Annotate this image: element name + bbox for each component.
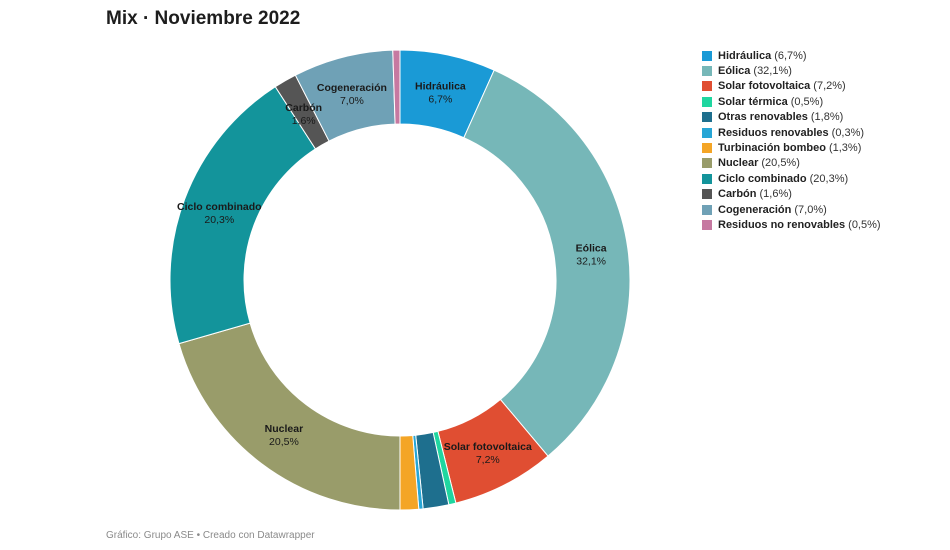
legend-value: (20,5%) (761, 157, 800, 170)
legend-value: (1,6%) (759, 188, 792, 201)
slice-label-hidraulica: Hidráulica 6,7% (415, 80, 466, 105)
legend-label: Turbinación bombeo (718, 142, 826, 155)
legend-swatch (702, 219, 712, 230)
legend-item-hidraulica[interactable]: Hidráulica (6,7%) (702, 48, 881, 63)
legend-label: Cogeneración (718, 203, 792, 216)
legend-label: Otras renovables (718, 111, 808, 124)
legend-item-cogeneracion[interactable]: Cogeneración (7,0%) (702, 202, 881, 217)
slice-label-solar-fotovoltaica: Solar fotovoltaica 7,2% (444, 441, 532, 466)
legend-value: (1,8%) (810, 111, 844, 124)
legend-swatch (702, 81, 712, 92)
chart-title: Mix · Noviembre 2022 (106, 8, 301, 29)
legend-swatch (702, 127, 712, 138)
legend-swatch (702, 204, 712, 215)
legend-label: Residuos renovables (718, 126, 829, 139)
legend-label: Ciclo combinado (718, 172, 807, 185)
slice-label-eolica: Eólica 32,1% (576, 242, 607, 267)
legend-label: Residuos no renovables (718, 218, 846, 231)
slice-label-cogeneracion: Cogeneración 7,0% (317, 82, 387, 107)
legend-swatch (702, 143, 712, 154)
legend-label: Solar fotovoltaica (718, 80, 811, 93)
legend-item-solar-termica[interactable]: Solar térmica (0,5%) (702, 94, 881, 109)
legend-item-residuos-renovables[interactable]: Residuos renovables (0,3%) (702, 125, 881, 140)
legend-item-residuos-no-renovables[interactable]: Residuos no renovables (0,5%) (702, 217, 881, 232)
slice-label-carbon: Carbón 1,6% (285, 102, 322, 127)
slice-eolica[interactable] (463, 69, 631, 457)
legend-value: (32,1%) (753, 65, 792, 78)
chart-footer: Gráfico: Grupo ASE • Creado con Datawrap… (106, 530, 315, 541)
legend-swatch (702, 158, 712, 169)
slice-label-ciclo-combinado: Ciclo combinado 20,3% (177, 201, 262, 226)
legend-item-carbon[interactable]: Carbón (1,6%) (702, 187, 881, 202)
legend-label: Nuclear (718, 157, 759, 170)
legend-item-solar-fotovoltaica[interactable]: Solar fotovoltaica (7,2%) (702, 79, 881, 94)
legend-swatch (702, 173, 712, 184)
legend-label: Solar térmica (718, 95, 788, 108)
legend-swatch (702, 112, 712, 123)
legend-item-ciclo-combinado[interactable]: Ciclo combinado (20,3%) (702, 171, 881, 186)
legend-item-eolica[interactable]: Eólica (32,1%) (702, 63, 881, 78)
legend-value: (0,5%) (848, 218, 881, 231)
legend-value: (6,7%) (774, 49, 807, 62)
legend-value: (0,3%) (831, 126, 865, 139)
slice-label-nuclear: Nuclear 20,5% (265, 423, 304, 448)
slice-nuclear[interactable] (178, 322, 401, 511)
legend-value: (7,2%) (813, 80, 846, 93)
slice-residuos-no-renovables[interactable] (392, 49, 401, 125)
legend-value: (0,5%) (790, 95, 824, 108)
legend-item-turbinacion-bombeo[interactable]: Turbinación bombeo (1,3%) (702, 140, 881, 155)
legend-item-otras-renovables[interactable]: Otras renovables (1,8%) (702, 110, 881, 125)
legend-value: (20,3%) (809, 172, 849, 185)
legend-label: Hidráulica (718, 49, 772, 62)
legend-item-nuclear[interactable]: Nuclear (20,5%) (702, 156, 881, 171)
legend-label: Carbón (718, 188, 757, 201)
legend-value: (7,0%) (794, 203, 827, 216)
legend-label: Eólica (718, 65, 751, 78)
chart-legend: Hidráulica (6,7%) Eólica (32,1%) Solar fotov… (702, 48, 881, 233)
legend-swatch (702, 66, 712, 77)
legend-swatch (702, 96, 712, 107)
legend-swatch (702, 50, 712, 61)
legend-swatch (702, 189, 712, 200)
legend-value: (1,3%) (828, 142, 862, 155)
